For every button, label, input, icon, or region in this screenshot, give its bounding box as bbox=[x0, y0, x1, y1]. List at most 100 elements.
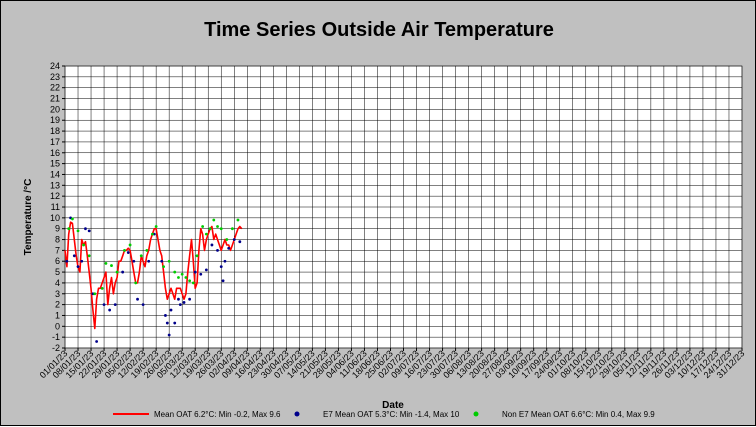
legend: Mean OAT 6.2°C: Min -0.2, Max 9.6 E7 Mean… bbox=[113, 410, 655, 419]
y-tick-label: 19 bbox=[50, 115, 60, 125]
y-tick-label: 14 bbox=[50, 169, 60, 179]
data-point bbox=[136, 297, 139, 301]
data-point bbox=[80, 259, 84, 263]
y-tick-label: 21 bbox=[50, 94, 60, 104]
grid-lines bbox=[64, 65, 743, 349]
data-point bbox=[219, 227, 223, 231]
data-point bbox=[219, 265, 223, 269]
data-point bbox=[113, 303, 117, 307]
data-point bbox=[230, 227, 234, 231]
y-tick-label: 0 bbox=[55, 321, 60, 331]
data-point bbox=[232, 238, 236, 241]
data-point bbox=[132, 259, 136, 263]
data-point bbox=[76, 229, 80, 233]
legend-swatch bbox=[473, 411, 479, 417]
y-tick-label: 17 bbox=[50, 137, 60, 147]
data-point bbox=[104, 262, 108, 265]
y-tick-label: 7 bbox=[55, 245, 60, 255]
y-tick-label: 20 bbox=[50, 104, 60, 114]
y-tick-label: 3 bbox=[55, 289, 60, 299]
data-point bbox=[147, 259, 151, 263]
data-point bbox=[102, 303, 106, 307]
data-point bbox=[154, 225, 158, 228]
data-point bbox=[216, 248, 219, 252]
data-point bbox=[210, 243, 214, 247]
y-axis-label: Temperature /°C bbox=[23, 179, 34, 256]
data-point bbox=[238, 240, 242, 244]
y-tick-label: -2 bbox=[52, 343, 60, 353]
y-tick-label: 8 bbox=[55, 235, 60, 245]
data-point bbox=[65, 259, 69, 263]
data-point bbox=[84, 227, 87, 231]
y-tick-label: 10 bbox=[50, 213, 60, 223]
data-point bbox=[87, 229, 91, 233]
y-tick-label: 6 bbox=[55, 256, 60, 266]
chart-title: Time Series Outside Air Temperature bbox=[204, 19, 554, 41]
data-point bbox=[236, 218, 240, 222]
data-point bbox=[82, 243, 85, 247]
y-tick-label: 2 bbox=[55, 300, 60, 310]
y-axis-ticks: -2-1012345678910111213141516171819202122… bbox=[50, 61, 65, 353]
data-point bbox=[177, 297, 180, 301]
data-point bbox=[208, 227, 212, 231]
data-point bbox=[160, 259, 164, 263]
data-point bbox=[221, 279, 225, 283]
y-tick-label: 18 bbox=[50, 126, 60, 136]
legend-label: Non E7 Mean OAT 6.6°C: Min 0.4, Max 9.9 bbox=[502, 410, 655, 419]
data-point bbox=[87, 254, 91, 258]
data-point bbox=[165, 321, 169, 325]
y-tick-label: 16 bbox=[50, 148, 60, 158]
data-point bbox=[76, 265, 80, 269]
y-tick-label: 1 bbox=[55, 310, 60, 320]
data-point bbox=[184, 276, 188, 279]
legend-label: E7 Mean OAT 5.3°C: Min -1.4, Max 10 bbox=[323, 410, 460, 419]
data-point bbox=[173, 270, 177, 274]
y-tick-label: 23 bbox=[50, 72, 60, 82]
data-point bbox=[173, 321, 177, 325]
data-point bbox=[100, 286, 104, 290]
y-tick-label: 15 bbox=[50, 159, 60, 169]
data-point bbox=[71, 217, 74, 221]
data-point bbox=[204, 268, 208, 272]
data-point bbox=[225, 238, 229, 241]
x-axis-label: Date bbox=[382, 400, 404, 411]
y-tick-label: 9 bbox=[55, 224, 60, 234]
data-point bbox=[216, 225, 219, 228]
data-point bbox=[227, 246, 231, 250]
data-point bbox=[121, 270, 125, 274]
series-layer bbox=[64, 216, 243, 343]
data-point bbox=[199, 272, 203, 276]
series-line-mean-oat bbox=[64, 221, 243, 330]
data-point bbox=[204, 232, 208, 236]
y-tick-label: 11 bbox=[51, 202, 60, 212]
data-point bbox=[123, 248, 126, 252]
data-point bbox=[191, 281, 195, 285]
legend-label: Mean OAT 6.2°C: Min -0.2, Max 9.6 bbox=[154, 410, 281, 419]
data-point bbox=[201, 225, 205, 228]
data-point bbox=[126, 251, 130, 254]
data-point bbox=[141, 303, 145, 307]
data-point bbox=[93, 292, 97, 296]
y-tick-label: 4 bbox=[55, 278, 60, 288]
data-point bbox=[95, 340, 99, 343]
y-tick-label: 22 bbox=[50, 83, 60, 93]
data-point bbox=[134, 281, 138, 285]
data-point bbox=[182, 301, 186, 304]
data-point bbox=[167, 259, 171, 263]
data-point bbox=[110, 264, 113, 267]
data-point bbox=[212, 218, 216, 222]
data-point bbox=[72, 254, 76, 258]
data-point bbox=[195, 254, 199, 258]
y-tick-label: 5 bbox=[55, 267, 60, 277]
data-point bbox=[139, 254, 143, 258]
data-point bbox=[180, 272, 184, 276]
data-point bbox=[128, 243, 132, 247]
data-point bbox=[162, 265, 165, 269]
data-point bbox=[67, 227, 71, 231]
x-axis-ticks: 01/01/2308/01/2315/01/2322/01/2329/01/23… bbox=[38, 348, 746, 380]
data-point bbox=[164, 314, 167, 317]
data-point bbox=[169, 308, 173, 312]
y-tick-label: 24 bbox=[50, 61, 60, 71]
